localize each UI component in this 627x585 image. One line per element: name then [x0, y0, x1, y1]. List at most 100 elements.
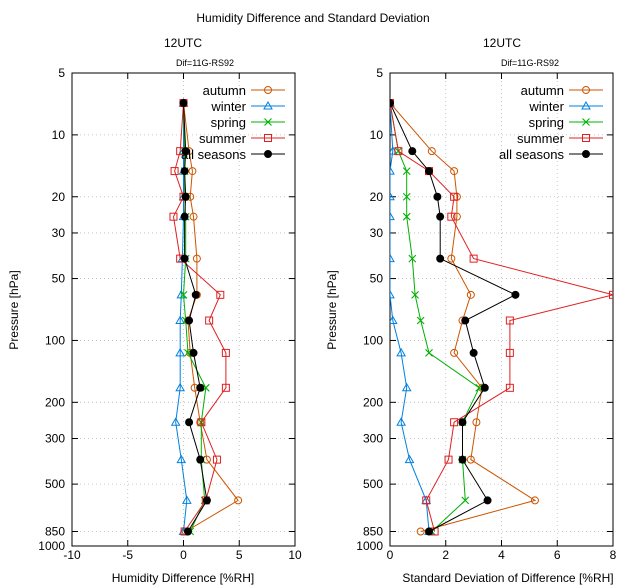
data-point — [444, 455, 453, 464]
x-axis-label: Standard Deviation of Difference [%RH] — [402, 571, 613, 585]
series-line — [390, 102, 537, 532]
series-winter — [390, 98, 434, 535]
series-line — [175, 103, 188, 532]
data-point — [181, 192, 190, 201]
data-point — [264, 134, 272, 142]
data-point — [197, 418, 206, 427]
y-tick-label: 850 — [363, 524, 383, 538]
data-point — [582, 86, 590, 94]
data-point — [436, 254, 445, 263]
data-point — [216, 290, 225, 299]
data-point — [458, 418, 467, 427]
data-point — [234, 496, 243, 505]
data-point — [436, 212, 445, 221]
y-tick-label: 5 — [58, 66, 65, 80]
data-point — [402, 212, 411, 221]
y-tick-label: 200 — [45, 395, 65, 409]
data-point — [394, 147, 403, 156]
panel-humidity-difference: 12UTC Dif=11G-RS92 Humidity Difference [… — [7, 36, 302, 585]
data-point — [175, 382, 186, 392]
data-point — [466, 455, 475, 464]
data-point — [411, 290, 419, 299]
series-line — [390, 102, 517, 532]
x-tick-label: 2 — [442, 548, 449, 562]
x-tick-label: -5 — [122, 548, 133, 562]
data-point — [450, 348, 459, 357]
data-point — [511, 290, 520, 299]
data-point — [180, 254, 189, 263]
data-point — [450, 167, 459, 176]
y-tick-label: 30 — [52, 226, 66, 240]
data-point — [390, 191, 395, 201]
data-point — [196, 383, 205, 392]
data-point — [422, 496, 431, 505]
series-layer — [169, 98, 243, 536]
y-tick-label: 1000 — [38, 539, 65, 553]
data-point — [390, 211, 395, 221]
data-point — [452, 212, 461, 221]
y-tick-label: 500 — [363, 477, 383, 491]
y-axis-label: Pressure [hPa] — [7, 270, 21, 349]
data-point — [505, 348, 514, 357]
y-tick-label: 300 — [363, 432, 383, 446]
y-axis-label: Pressure [hPa] — [325, 270, 339, 349]
data-point — [582, 118, 590, 126]
legend-entry: summer — [517, 131, 565, 146]
data-point — [181, 495, 192, 504]
data-point — [189, 348, 198, 357]
y-tick-label: 850 — [45, 524, 65, 538]
data-point — [425, 527, 434, 536]
series-summer — [390, 99, 613, 536]
data-point — [180, 212, 189, 221]
data-point — [221, 383, 230, 392]
x-tick-label: 8 — [610, 548, 617, 562]
data-point — [185, 418, 194, 427]
data-point — [263, 100, 273, 110]
y-tick-label: 1000 — [356, 539, 383, 553]
data-point — [188, 167, 197, 176]
data-point — [189, 212, 198, 221]
data-point — [427, 147, 436, 156]
legend-entry: autumn — [203, 83, 246, 98]
y-tick-label: 20 — [370, 190, 384, 204]
x-tick-label: 5 — [236, 548, 243, 562]
y-tick-label: 200 — [363, 395, 383, 409]
data-point — [483, 496, 492, 505]
legend-entry: spring — [211, 115, 246, 130]
data-point — [183, 527, 192, 536]
panel-title: 12UTC — [483, 36, 521, 50]
data-point — [450, 192, 459, 201]
panel-subtitle: Dif=11G-RS92 — [501, 58, 559, 68]
data-point — [196, 455, 205, 464]
data-point — [264, 86, 272, 94]
figure-title: Humidity Difference and Standard Deviati… — [196, 11, 429, 25]
data-point — [582, 134, 590, 142]
x-axis-label: Humidity Difference [%RH] — [112, 571, 255, 585]
data-point — [176, 454, 187, 464]
data-point — [447, 212, 456, 221]
data-point — [408, 254, 417, 263]
data-point — [425, 349, 433, 357]
panel-subtitle: Dif=11G-RS92 — [176, 58, 234, 68]
series-spring — [179, 99, 210, 536]
data-point — [175, 315, 186, 325]
data-point — [450, 418, 459, 427]
data-point — [264, 150, 272, 158]
y-tick-label: 10 — [52, 128, 66, 142]
data-point — [505, 383, 514, 392]
series-all-seasons — [390, 99, 520, 536]
data-point — [192, 254, 201, 263]
data-point — [469, 348, 478, 357]
grid — [390, 73, 613, 546]
data-point — [466, 290, 475, 299]
data-point — [191, 290, 200, 299]
data-point — [175, 347, 186, 357]
series-line — [172, 102, 227, 532]
data-point — [416, 527, 425, 536]
data-point — [472, 418, 481, 427]
legend-entry: winter — [210, 99, 246, 114]
legend-entry: all seasons — [499, 147, 565, 162]
